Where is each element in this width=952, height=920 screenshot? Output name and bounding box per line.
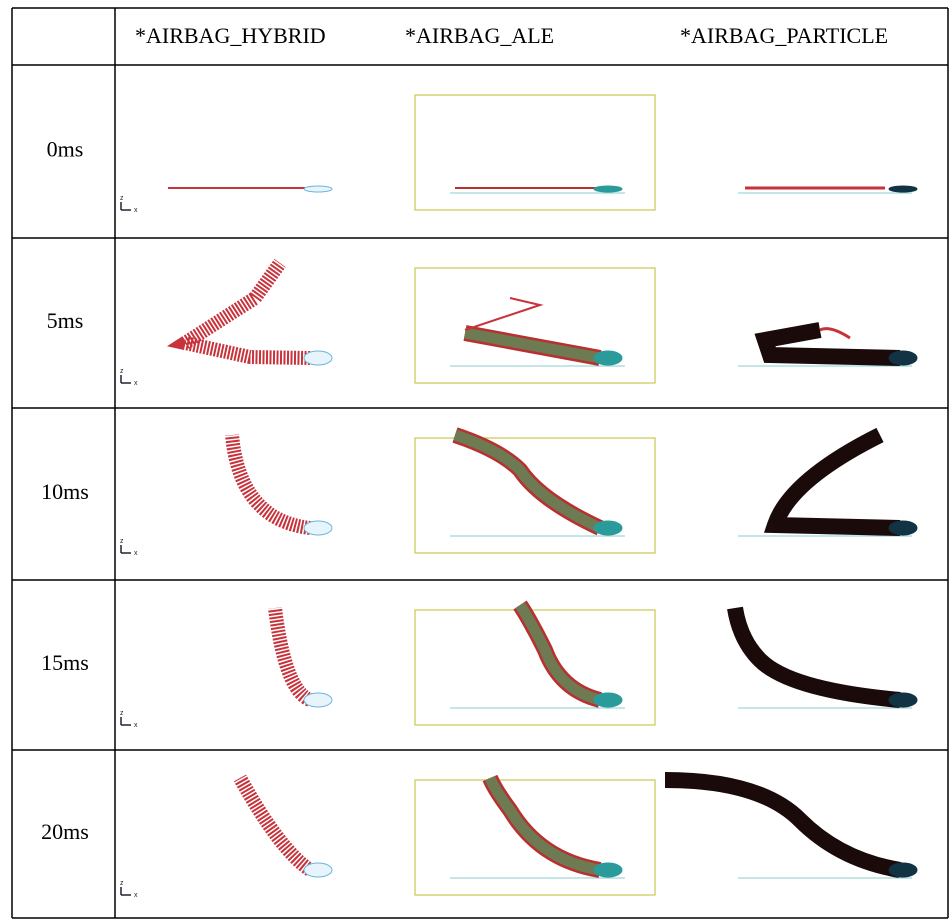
row-label: 20ms — [41, 819, 89, 844]
column-header: *AIRBAG_HYBRID — [135, 23, 326, 48]
axis-label: x — [134, 550, 138, 557]
nozzle — [303, 862, 333, 878]
ale-domain-box — [414, 94, 656, 211]
nozzle — [888, 520, 918, 536]
airbag-hybrid — [166, 258, 311, 365]
axis-label: z — [120, 195, 124, 202]
ale-domain-box — [414, 779, 656, 896]
axis-label: z — [120, 538, 124, 545]
column-header: *AIRBAG_ALE — [405, 23, 554, 48]
axis-label: x — [134, 380, 138, 387]
axis-label: x — [134, 207, 138, 214]
airbag-ale — [515, 601, 602, 706]
nozzle — [303, 185, 333, 193]
airbag-ale — [463, 327, 602, 364]
nozzle — [303, 350, 333, 366]
airbag-particle — [727, 606, 901, 708]
column-header: *AIRBAG_PARTICLE — [680, 23, 888, 48]
row-label: 15ms — [41, 650, 89, 675]
nozzle — [593, 862, 623, 878]
nozzle — [303, 520, 333, 536]
axis-label: z — [120, 368, 124, 375]
nozzle — [593, 350, 623, 366]
ale-flap — [464, 297, 544, 331]
nozzle — [303, 692, 333, 708]
nozzle — [593, 185, 623, 193]
ale-domain-box — [414, 437, 656, 554]
nozzle — [888, 185, 918, 193]
row-label: 5ms — [47, 308, 84, 333]
airbag-hybrid — [233, 774, 315, 876]
nozzle — [593, 520, 623, 536]
axis-label: z — [120, 880, 124, 887]
airbag-particle — [754, 322, 901, 366]
nozzle — [888, 862, 918, 878]
axis-label: x — [134, 892, 138, 899]
nozzle — [888, 692, 918, 708]
airbag-ale — [453, 429, 603, 533]
nozzle — [593, 692, 623, 708]
row-label: 10ms — [41, 479, 89, 504]
airbag-hybrid — [225, 434, 311, 535]
ale-domain-box — [414, 267, 656, 384]
airbag-hybrid — [268, 607, 314, 707]
airbag-ale-outline — [482, 774, 602, 878]
row-label: 0ms — [47, 137, 84, 162]
ale-domain-box — [414, 609, 656, 726]
particle-flap — [819, 327, 851, 340]
axis-label: x — [134, 722, 138, 729]
axis-label: z — [120, 710, 124, 717]
airbag-particle — [763, 427, 901, 536]
airbag-particle — [664, 772, 902, 878]
airbag-ale — [484, 775, 601, 876]
nozzle — [888, 350, 918, 366]
